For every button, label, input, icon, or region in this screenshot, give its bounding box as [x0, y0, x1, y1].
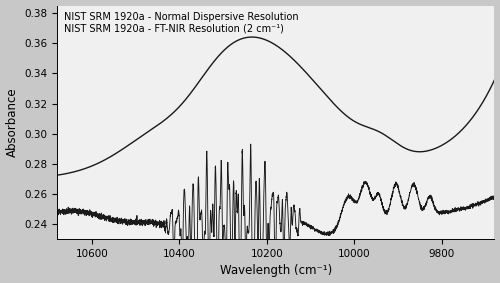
NIST SRM 1920a - Normal Dispersive Resolution: [262, 38, 268, 41]
NIST SRM 1920a - FT-NIR Resolution (2 cm⁻¹): [372, 196, 378, 199]
NIST SRM 1920a - FT-NIR Resolution (2 cm⁻¹): [248, 142, 254, 146]
NIST SRM 1920a - FT-NIR Resolution (2 cm⁻¹): [242, 203, 248, 207]
Legend: NIST SRM 1920a - Normal Dispersive Resolution, NIST SRM 1920a - FT-NIR Resolutio: NIST SRM 1920a - Normal Dispersive Resol…: [62, 10, 300, 36]
NIST SRM 1920a - Normal Dispersive Resolution: [249, 35, 255, 39]
NIST SRM 1920a - Normal Dispersive Resolution: [238, 37, 244, 41]
NIST SRM 1920a - Normal Dispersive Resolution: [241, 36, 247, 40]
NIST SRM 1920a - Normal Dispersive Resolution: [492, 78, 498, 82]
NIST SRM 1920a - FT-NIR Resolution (2 cm⁻¹): [54, 212, 60, 216]
Line: NIST SRM 1920a - FT-NIR Resolution (2 cm⁻¹): NIST SRM 1920a - FT-NIR Resolution (2 cm…: [57, 144, 494, 283]
NIST SRM 1920a - FT-NIR Resolution (2 cm⁻¹): [456, 209, 462, 213]
NIST SRM 1920a - FT-NIR Resolution (2 cm⁻¹): [478, 201, 484, 204]
Y-axis label: Absorbance: Absorbance: [6, 87, 18, 157]
X-axis label: Wavelength (cm⁻¹): Wavelength (cm⁻¹): [220, 264, 332, 277]
NIST SRM 1920a - Normal Dispersive Resolution: [456, 131, 462, 134]
NIST SRM 1920a - Normal Dispersive Resolution: [372, 128, 378, 132]
NIST SRM 1920a - FT-NIR Resolution (2 cm⁻¹): [262, 160, 268, 163]
NIST SRM 1920a - Normal Dispersive Resolution: [54, 173, 60, 177]
NIST SRM 1920a - Normal Dispersive Resolution: [478, 103, 484, 107]
NIST SRM 1920a - FT-NIR Resolution (2 cm⁻¹): [238, 256, 244, 259]
Line: NIST SRM 1920a - Normal Dispersive Resolution: NIST SRM 1920a - Normal Dispersive Resol…: [57, 37, 494, 175]
NIST SRM 1920a - FT-NIR Resolution (2 cm⁻¹): [492, 196, 498, 199]
